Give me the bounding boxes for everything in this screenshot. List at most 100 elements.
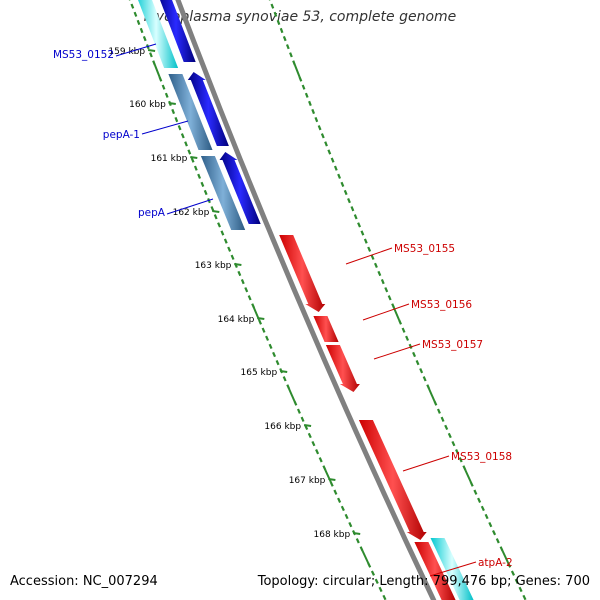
right-ruler-tick — [492, 530, 497, 536]
right-ruler-tick — [289, 52, 293, 58]
tick-label: 166 kbp — [264, 422, 301, 432]
right-ruler-tick — [380, 278, 385, 285]
gene-label-leader — [402, 455, 450, 472]
left-ruler-tick — [367, 562, 372, 568]
right-ruler-tick — [285, 44, 290, 50]
left-ruler-tick — [174, 117, 179, 123]
right-ruler-tick — [480, 505, 485, 512]
left-ruler-tick — [190, 157, 195, 163]
left-ruler-tick — [133, 11, 138, 17]
left-ruler-tick — [374, 578, 379, 584]
gene-reverse-5 — [414, 542, 456, 600]
topology-text: Topology: circular; Length: 799,476 bp; … — [257, 574, 590, 589]
tick-major — [147, 49, 156, 52]
left-ruler-tick — [158, 76, 163, 82]
left-ruler-tick — [227, 246, 232, 252]
gene-reverse-3 — [325, 345, 360, 392]
gene-label-right: MS53_0155 — [394, 243, 455, 255]
gene-reverse-1 — [279, 235, 326, 312]
left-ruler-tick — [171, 108, 176, 115]
left-ruler-tick — [139, 27, 144, 34]
gene-reverse-4 — [358, 420, 427, 540]
right-ruler-tick — [440, 416, 445, 422]
right-ruler-tick — [415, 359, 420, 366]
left-ruler-tick — [213, 214, 218, 220]
right-ruler-tick — [495, 538, 500, 544]
left-ruler-tick — [153, 64, 161, 78]
right-ruler-tick — [451, 440, 456, 447]
right-ruler-tick — [317, 125, 322, 131]
left-ruler-tick — [268, 343, 273, 350]
right-ruler-tick — [337, 173, 342, 179]
right-ruler-tick — [393, 307, 401, 321]
gene-forward-3 — [219, 152, 261, 224]
gene-label-leader — [362, 303, 410, 321]
right-ruler-tick — [343, 189, 348, 196]
gene-label-leader — [373, 343, 421, 360]
left-ruler-tick — [288, 388, 296, 402]
left-ruler-tick — [223, 238, 228, 244]
right-ruler-tick — [304, 92, 309, 98]
right-ruler-tick — [522, 594, 527, 600]
gene-label-left: pepA — [138, 207, 166, 219]
left-ruler-tick — [184, 141, 188, 147]
left-ruler-tick — [307, 432, 312, 439]
gene-label-leader — [345, 247, 393, 265]
tick-major — [353, 532, 361, 535]
tick-major — [168, 102, 176, 105]
right-ruler-tick — [292, 60, 296, 66]
right-ruler-tick — [353, 214, 358, 220]
right-ruler-tick — [357, 222, 362, 228]
tick-label: 165 kbp — [241, 368, 278, 378]
gene-reverse-2 — [313, 316, 339, 342]
right-ruler-tick — [282, 36, 287, 42]
right-ruler-tick — [507, 562, 512, 568]
left-ruler-tick — [251, 303, 256, 309]
right-ruler-tick — [473, 489, 478, 495]
right-ruler-tick — [458, 457, 463, 463]
right-ruler-tick — [428, 388, 436, 402]
left-ruler-tick — [136, 19, 141, 25]
right-ruler-tick — [462, 465, 467, 471]
right-ruler-tick — [340, 181, 345, 188]
left-ruler-tick — [164, 92, 169, 98]
left-ruler-tick — [348, 521, 353, 528]
right-ruler-tick — [433, 400, 438, 406]
right-ruler-tick — [387, 295, 392, 301]
right-ruler-tick — [279, 27, 284, 34]
right-ruler-tick — [484, 513, 489, 520]
left-ruler-tick — [272, 351, 277, 358]
left-ruler-tick — [275, 359, 280, 366]
left-ruler-tick — [344, 513, 349, 520]
right-ruler-tick — [426, 384, 431, 390]
left-ruler-tick — [220, 230, 225, 236]
right-ruler-tick — [384, 287, 389, 293]
gene-steel-2 — [200, 156, 246, 230]
gene-label-right: atpA-2 — [478, 557, 513, 569]
gene-cyan-top — [138, 0, 179, 68]
left-ruler-tick — [296, 408, 301, 414]
right-ruler-tick — [401, 327, 406, 333]
tick-major — [234, 263, 242, 266]
right-ruler-tick — [327, 149, 332, 155]
right-ruler-tick — [499, 546, 504, 552]
right-ruler-tick — [422, 376, 427, 382]
right-ruler-tick — [377, 270, 382, 277]
right-ruler-tick — [293, 64, 301, 78]
right-ruler-tick — [373, 262, 378, 269]
left-ruler-tick — [333, 489, 338, 495]
left-ruler-tick — [142, 36, 147, 42]
left-ruler-tick — [340, 505, 345, 512]
left-ruler-tick — [247, 295, 252, 301]
right-ruler-tick — [419, 368, 424, 374]
left-ruler-tick — [244, 287, 249, 293]
left-ruler-tick — [355, 538, 360, 544]
gene-label-leader — [141, 120, 189, 135]
right-ruler-tick — [347, 197, 351, 204]
tick-major — [257, 317, 265, 320]
left-ruler-tick — [382, 594, 387, 600]
left-ruler-tick — [161, 84, 166, 90]
right-ruler-tick — [370, 254, 375, 260]
